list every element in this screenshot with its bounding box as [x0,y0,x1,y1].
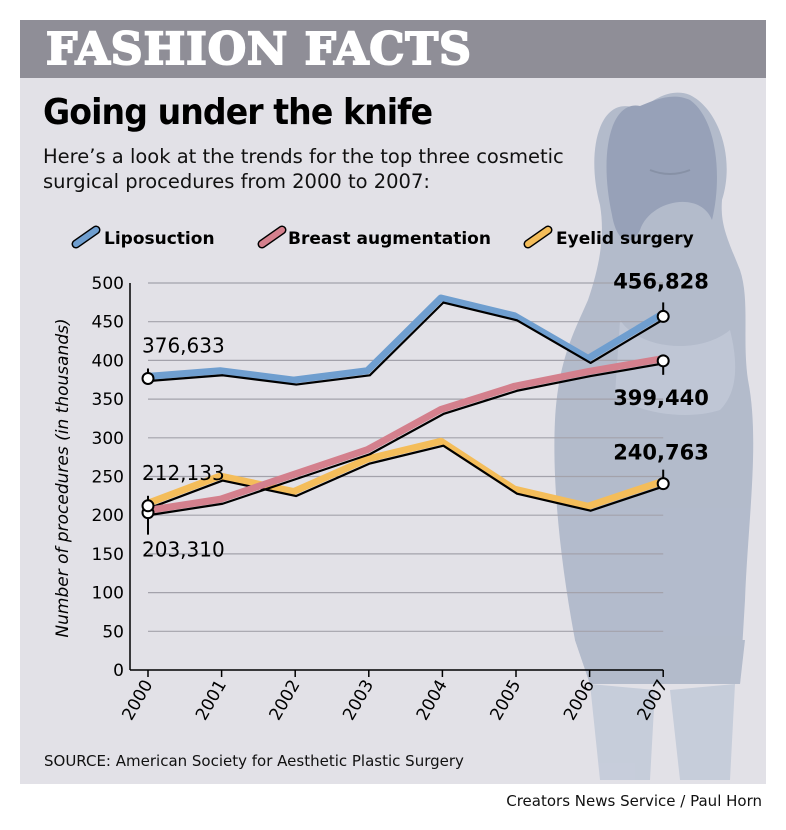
source-note: SOURCE: American Society for Aesthetic P… [44,752,464,770]
x-tick-label: 2002 [266,677,305,724]
series-shadow-liposuction [148,301,665,386]
subhead: Here’s a look at the trends for the top … [43,145,564,193]
legend-item-breast-augmentation: Breast augmentation [257,225,491,249]
data-point-marker [141,371,155,385]
headline: Going under the knife [43,92,433,133]
data-point-marker [656,477,670,491]
y-axis-ticks: 0 50 100 150 200 250 300 350 400 450 500 [92,274,124,681]
legend-item-eyelid-surgery: Eyelid surgery [523,225,694,249]
callouts: 376,633 456,828 203,310 399,440 212,133 240,7… [141,269,709,562]
data-point-marker [656,309,670,323]
y-tick-label: 150 [92,545,124,565]
y-tick-label: 350 [92,390,124,410]
y-tick-label: 250 [92,468,124,488]
callout-label: 212,133 [142,461,225,485]
data-point-marker [141,499,155,513]
callout-label: 399,440 [613,386,709,410]
legend-label-breast-augmentation: Breast augmentation [288,229,491,249]
series-shadow-eyelid-surgery [148,444,665,512]
legend-item-liposuction: Liposuction [71,225,215,249]
series-line-breast-augmentation [143,355,666,515]
y-tick-label: 450 [92,313,124,333]
y-axis-title: Number of procedures (in thousands) [53,318,73,637]
series-line-eyelid-surgery [143,437,666,510]
x-tick-label: 2004 [413,677,452,724]
credit-line: Creators News Service / Paul Horn [506,792,762,810]
x-tick-label: 2001 [192,677,231,724]
banner-title: FASHION FACTS [45,23,472,76]
x-tick-label: 2000 [118,677,157,724]
legend-label-liposuction: Liposuction [104,229,215,249]
data-point-marker [656,354,670,368]
y-tick-label: 300 [92,429,124,449]
callout-label: 456,828 [613,269,709,293]
legend-swatch-eyelid-surgery [525,227,551,247]
y-tick-label: 200 [92,506,124,526]
banner: FASHION FACTS [20,20,766,78]
axes [129,283,664,671]
callout-label: 240,763 [613,441,709,465]
y-tick-label: 400 [92,351,124,371]
legend-swatch-liposuction [73,227,99,247]
legend-swatch-breast-augmentation [259,227,285,247]
series-line-liposuction [143,294,666,384]
woman-silhouette-illustration [554,92,754,780]
series-shadow-breast-augmentation [148,362,665,517]
legend: Liposuction Breast augmentation Eyelid s… [71,225,694,249]
y-tick-label: 50 [102,622,124,642]
x-tick-label: 2003 [339,677,378,724]
callout-label: 203,310 [142,538,225,562]
series-lines [143,294,666,517]
y-tick-label: 100 [92,584,124,604]
callout-label: 376,633 [142,333,225,357]
legend-label-eyelid-surgery: Eyelid surgery [556,229,694,249]
x-tick-label: 2005 [486,677,525,724]
y-tick-label: 500 [92,274,124,294]
y-tick-label: 0 [113,661,124,681]
